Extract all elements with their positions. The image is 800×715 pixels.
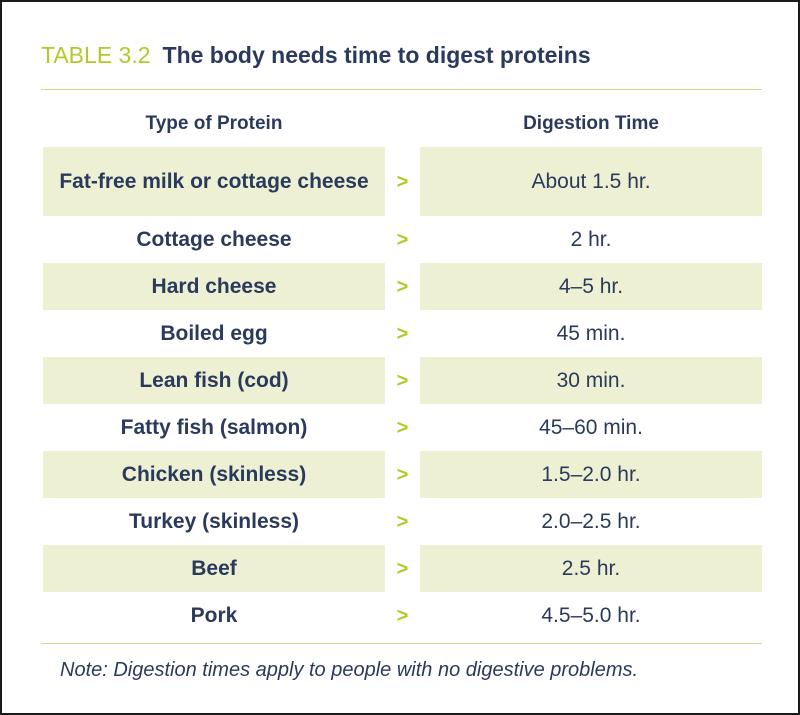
digestion-time-cell: 2.5 hr. bbox=[420, 545, 762, 592]
arrow-icon: > bbox=[396, 369, 409, 392]
arrow-icon: > bbox=[396, 604, 409, 627]
column-header-protein-type: Type of Protein bbox=[145, 113, 283, 134]
digestion-time-cell: 2 hr. bbox=[570, 227, 612, 251]
table-body: Fat-free milk or cottage cheese > About … bbox=[43, 147, 762, 639]
table-row: Lean fish (cod) > 30 min. bbox=[43, 357, 762, 404]
digestion-time-cell: 2.0–2.5 hr. bbox=[541, 509, 641, 533]
footnote: Note: Digestion times apply to people wi… bbox=[60, 659, 639, 681]
protein-type-cell: Chicken (skinless) bbox=[43, 451, 385, 498]
table-title: TABLE 3.2 The body needs time to digest p… bbox=[41, 42, 591, 69]
protein-type-cell: Pork bbox=[190, 603, 238, 627]
arrow-icon: > bbox=[396, 557, 409, 580]
protein-type-cell: Turkey (skinless) bbox=[128, 509, 300, 533]
arrow-icon: > bbox=[396, 510, 409, 533]
digestion-time-cell: 45–60 min. bbox=[539, 415, 643, 439]
table-row: Beef > 2.5 hr. bbox=[43, 545, 762, 592]
table-row: Fat-free milk or cottage cheese > About … bbox=[43, 147, 762, 216]
protein-type-cell: Cottage cheese bbox=[136, 227, 292, 251]
table-row: Pork > 4.5–5.0 hr. bbox=[43, 592, 762, 639]
digestion-time-cell: 45 min. bbox=[556, 321, 626, 345]
protein-type-cell: Hard cheese bbox=[43, 263, 385, 310]
arrow-icon: > bbox=[396, 170, 409, 193]
bottom-divider bbox=[41, 643, 762, 644]
protein-type-cell: Fat-free milk or cottage cheese bbox=[43, 147, 385, 216]
table-row: Boiled egg > 45 min. bbox=[43, 310, 762, 357]
top-divider bbox=[41, 89, 762, 90]
table-row: Turkey (skinless) > 2.0–2.5 hr. bbox=[43, 498, 762, 545]
protein-type-cell: Fatty fish (salmon) bbox=[120, 415, 308, 439]
column-header-digestion-time: Digestion Time bbox=[523, 113, 659, 134]
table-caption: The body needs time to digest proteins bbox=[162, 42, 591, 68]
table-number: TABLE 3.2 bbox=[41, 42, 151, 68]
table-row: Hard cheese > 4–5 hr. bbox=[43, 263, 762, 310]
protein-type-cell: Beef bbox=[43, 545, 385, 592]
protein-type-cell: Lean fish (cod) bbox=[43, 357, 385, 404]
arrow-icon: > bbox=[396, 228, 409, 251]
digestion-time-cell: 1.5–2.0 hr. bbox=[420, 451, 762, 498]
table-row: Cottage cheese > 2 hr. bbox=[43, 216, 762, 263]
digestion-time-cell: 4.5–5.0 hr. bbox=[541, 603, 641, 627]
table-row: Chicken (skinless) > 1.5–2.0 hr. bbox=[43, 451, 762, 498]
arrow-icon: > bbox=[396, 416, 409, 439]
arrow-icon: > bbox=[396, 322, 409, 345]
digestion-time-cell: 30 min. bbox=[420, 357, 762, 404]
digestion-time-cell: About 1.5 hr. bbox=[420, 147, 762, 216]
table-row: Fatty fish (salmon) > 45–60 min. bbox=[43, 404, 762, 451]
arrow-icon: > bbox=[396, 275, 409, 298]
arrow-icon: > bbox=[396, 463, 409, 486]
protein-type-cell: Boiled egg bbox=[160, 321, 268, 345]
digestion-time-cell: 4–5 hr. bbox=[420, 263, 762, 310]
